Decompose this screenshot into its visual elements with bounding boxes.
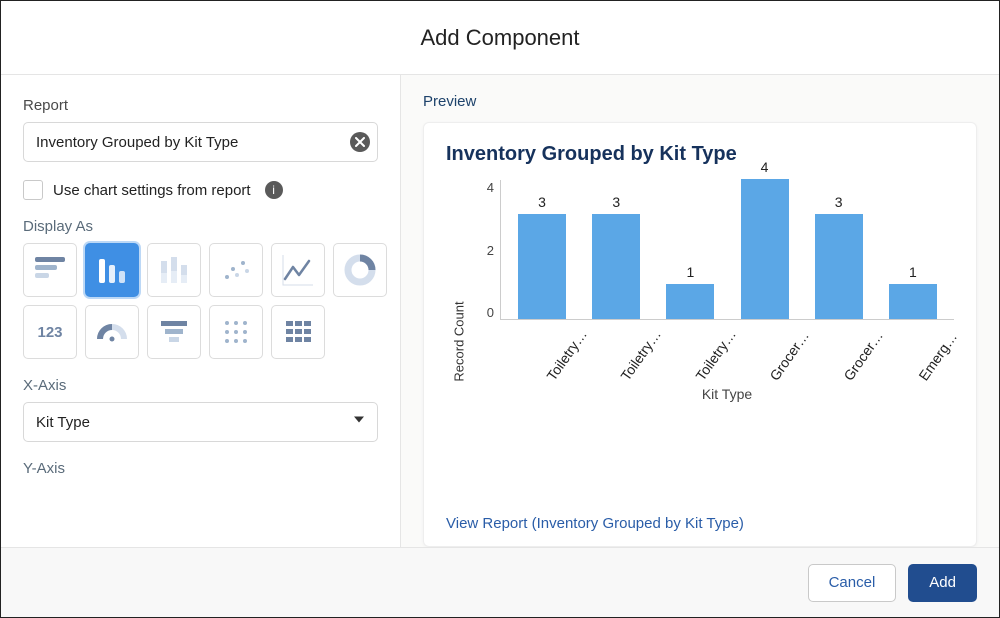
xaxis-label: X-Axis <box>23 377 378 394</box>
bar-rect <box>889 284 937 319</box>
plot-area: 331431 <box>500 180 954 320</box>
display-as-grid: 123 <box>23 243 378 359</box>
xaxis-select[interactable]: Kit Type <box>23 402 378 442</box>
chevron-down-icon <box>352 413 366 432</box>
stacked-bar-icon <box>157 253 191 287</box>
add-component-dialog: Add Component Report Use chart settings … <box>0 0 1000 618</box>
plot-row: 420 331431 <box>472 180 954 320</box>
report-input[interactable] <box>23 122 378 162</box>
dialog-title: Add Component <box>1 1 999 75</box>
donut-icon <box>343 253 377 287</box>
preview-label: Preview <box>423 93 977 110</box>
add-button[interactable]: Add <box>908 564 977 602</box>
view-report-link[interactable]: View Report (Inventory Grouped by Kit Ty… <box>446 515 954 532</box>
tile-hbar[interactable] <box>23 243 77 297</box>
y-ticks: 4 2 0 <box>472 180 500 320</box>
dialog-body: Report Use chart settings from report i … <box>1 75 999 547</box>
scatter-icon <box>219 253 253 287</box>
info-icon[interactable]: i <box>265 181 283 199</box>
chart: 420 331431 Toiletry…Toiletry…Toiletry…Gr… <box>472 180 954 503</box>
use-chart-settings-row: Use chart settings from report i <box>23 180 378 200</box>
y-tick: 0 <box>487 305 494 320</box>
y-axis-label: Record Count <box>452 301 467 381</box>
dialog-footer: Cancel Add <box>1 547 999 617</box>
bar: 1 <box>889 284 937 319</box>
chart-area: Record Count 420 331431 Toiletry…Toiletr… <box>446 180 954 503</box>
tile-metric[interactable]: 123 <box>23 305 77 359</box>
config-panel: Report Use chart settings from report i … <box>1 75 401 547</box>
bar: 1 <box>666 284 714 319</box>
yaxis-label: Y-Axis <box>23 460 378 477</box>
vbar-icon <box>95 253 129 287</box>
bar: 3 <box>592 214 640 319</box>
bar-rect <box>741 179 789 319</box>
report-input-wrap <box>23 122 378 162</box>
bar-rect <box>518 214 566 319</box>
y-axis-label-wrap: Record Count <box>446 180 472 503</box>
bar-rect <box>666 284 714 319</box>
tile-line[interactable] <box>271 243 325 297</box>
bar: 4 <box>741 179 789 319</box>
preview-card: Inventory Grouped by Kit Type Record Cou… <box>423 122 977 547</box>
tile-funnel[interactable] <box>147 305 201 359</box>
tile-scatter[interactable] <box>209 243 263 297</box>
bar: 3 <box>815 214 863 319</box>
table-icon <box>281 315 315 349</box>
tile-donut[interactable] <box>333 243 387 297</box>
cancel-button[interactable]: Cancel <box>808 564 897 602</box>
line-icon <box>281 253 315 287</box>
preview-panel: Preview Inventory Grouped by Kit Type Re… <box>401 75 999 547</box>
tile-table[interactable] <box>271 305 325 359</box>
bar-rect <box>815 214 863 319</box>
bar-rect <box>592 214 640 319</box>
y-tick: 2 <box>487 243 494 258</box>
report-label: Report <box>23 97 378 114</box>
heat-icon <box>219 315 253 349</box>
x-tick-labels: Toiletry…Toiletry…Toiletry…Grocer…Grocer… <box>500 326 954 390</box>
gauge-icon <box>95 315 129 349</box>
tile-stacked[interactable] <box>147 243 201 297</box>
preview-title: Inventory Grouped by Kit Type <box>446 143 954 166</box>
display-as-label: Display As <box>23 218 378 235</box>
hbar-icon <box>33 253 67 287</box>
xaxis-value: Kit Type <box>23 402 378 442</box>
tile-heat[interactable] <box>209 305 263 359</box>
metric-icon: 123 <box>37 324 62 341</box>
bar: 3 <box>518 214 566 319</box>
y-tick: 4 <box>487 180 494 195</box>
use-chart-settings-label: Use chart settings from report <box>53 182 251 199</box>
funnel-icon <box>157 315 191 349</box>
use-chart-settings-checkbox[interactable] <box>23 180 43 200</box>
tile-gauge[interactable] <box>85 305 139 359</box>
bars: 331431 <box>501 180 954 319</box>
tile-vbar[interactable] <box>85 243 139 297</box>
clear-report-icon[interactable] <box>350 132 370 152</box>
